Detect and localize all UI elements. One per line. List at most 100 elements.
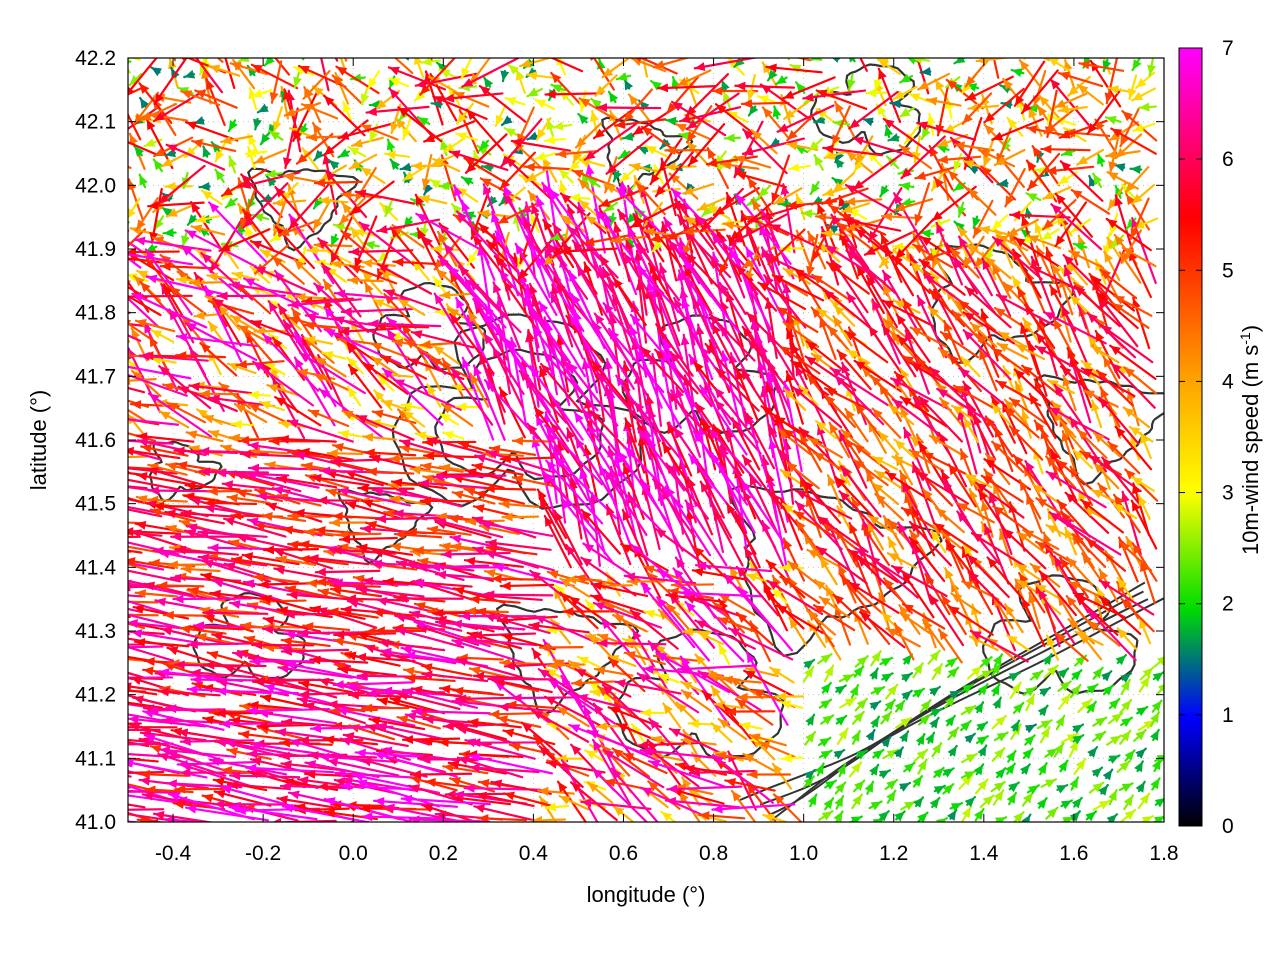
wind-vector — [405, 527, 456, 537]
wind-vector — [430, 152, 459, 167]
wind-vector — [834, 781, 847, 795]
wind-vector — [376, 263, 433, 295]
wind-vector — [1124, 468, 1159, 502]
wind-vector — [960, 719, 972, 732]
wind-vector — [834, 684, 847, 695]
y-tick-label: 42.0 — [75, 174, 116, 197]
wind-vector — [257, 579, 316, 589]
wind-vector — [247, 390, 272, 400]
wind-vector — [158, 745, 237, 758]
colorbar-tick-label: 4 — [1222, 370, 1234, 393]
wind-vector — [390, 478, 448, 490]
wind-vector — [438, 412, 459, 426]
wind-vector — [128, 615, 131, 619]
wind-vector — [404, 673, 456, 683]
wind-vector — [1021, 813, 1032, 822]
wind-vector — [128, 240, 145, 254]
wind-vector — [386, 327, 429, 394]
wind-vector — [128, 485, 133, 489]
wind-vector — [884, 778, 898, 791]
colorbar-tick-label: 2 — [1222, 593, 1234, 616]
wind-vector — [180, 90, 221, 106]
wind-vector — [184, 481, 241, 491]
wind-vector — [313, 178, 363, 188]
wind-vector — [595, 47, 605, 57]
wind-vector — [344, 651, 401, 667]
wind-vector — [383, 289, 446, 313]
wind-vector — [128, 386, 146, 394]
wind-vector — [229, 771, 301, 781]
wind-vector — [1005, 634, 1030, 652]
wind-vector — [869, 715, 881, 728]
x-tick-label: 0.0 — [339, 842, 368, 865]
wind-vector — [380, 399, 410, 412]
wind-vector — [233, 402, 268, 424]
wind-vector — [216, 291, 286, 301]
wind-vector — [402, 117, 412, 141]
x-tick-label: 1.0 — [789, 842, 818, 865]
wind-vector — [442, 763, 489, 775]
wind-vector — [180, 564, 221, 574]
wind-vector — [128, 197, 141, 219]
wind-vector — [623, 78, 634, 91]
wind-vector — [184, 229, 258, 268]
wind-vector — [644, 145, 668, 158]
wind-vector — [305, 132, 347, 142]
wind-vector — [1108, 788, 1118, 806]
wind-vector — [869, 763, 880, 776]
wind-vector — [283, 101, 322, 117]
wind-vector — [880, 212, 920, 222]
wind-vector — [134, 589, 179, 599]
wind-vector — [342, 100, 353, 122]
wind-vector — [211, 579, 285, 603]
wind-vector — [836, 727, 849, 746]
wind-vector — [251, 640, 315, 650]
wind-vector — [851, 729, 861, 745]
wind-vector — [128, 373, 188, 397]
wind-vector — [133, 145, 145, 157]
wind-vector — [133, 91, 160, 125]
wind-vector — [226, 493, 271, 505]
wind-vector — [925, 731, 936, 744]
wind-vector — [898, 106, 916, 119]
wind-vector — [838, 673, 855, 683]
wind-vector — [172, 594, 253, 604]
wind-vector — [128, 659, 129, 661]
wind-vector — [953, 58, 966, 65]
wind-vector — [153, 58, 188, 105]
wind-vector — [237, 730, 290, 741]
wind-vector — [712, 753, 774, 804]
wind-vector — [1042, 652, 1053, 665]
wind-vector — [388, 77, 410, 88]
colorbar-tick-label: 3 — [1222, 482, 1234, 505]
wind-vector — [1005, 762, 1016, 775]
wind-vector — [393, 613, 463, 632]
wind-vector — [420, 462, 464, 473]
colorbar — [1178, 47, 1203, 827]
wind-vector — [335, 706, 416, 727]
wind-vector — [1010, 719, 1021, 732]
wind-vector — [1071, 796, 1083, 809]
wind-vector — [165, 203, 197, 218]
wind-vector — [559, 89, 575, 106]
wind-vector — [372, 796, 459, 808]
wind-vector — [880, 710, 893, 725]
wind-vector — [286, 419, 354, 443]
wind-vector — [394, 627, 465, 649]
wind-vector — [1069, 810, 1082, 822]
wind-vector — [1039, 686, 1052, 697]
wind-vector — [1085, 810, 1098, 822]
wind-vector — [899, 730, 910, 743]
wind-vector — [1022, 747, 1034, 760]
wind-vector — [128, 726, 178, 729]
wind-vector — [128, 418, 180, 426]
wind-vector — [152, 158, 164, 173]
wind-vector — [160, 206, 173, 217]
contour-line — [810, 63, 922, 156]
wind-vector — [294, 292, 330, 302]
wind-vector — [224, 197, 238, 209]
wind-vector — [252, 573, 300, 584]
wind-vector — [503, 58, 505, 59]
wind-vector — [1108, 754, 1121, 764]
